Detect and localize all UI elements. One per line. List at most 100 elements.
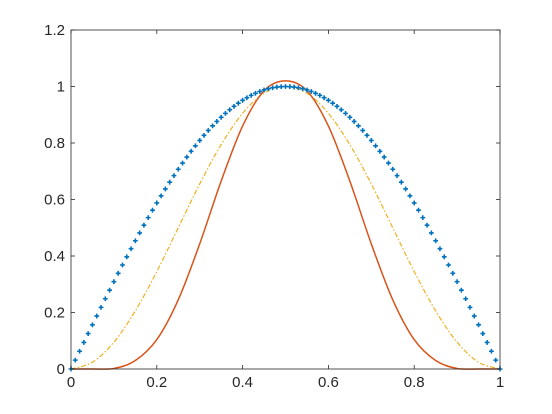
data-point <box>420 215 426 221</box>
data-point <box>244 95 250 101</box>
data-point <box>321 95 327 101</box>
data-point <box>205 128 211 133</box>
data-point <box>154 200 160 206</box>
data-point <box>107 287 113 293</box>
x-tick-label: 0 <box>67 374 75 391</box>
data-point <box>287 84 293 90</box>
data-point <box>162 186 168 192</box>
data-point <box>171 173 177 179</box>
data-point <box>231 103 237 109</box>
series-markers <box>68 84 503 372</box>
data-point <box>338 107 344 113</box>
data-point <box>471 313 477 319</box>
data-point <box>102 296 108 302</box>
y-tick-label: 0.6 <box>44 192 65 209</box>
x-tick-label: 0.2 <box>146 374 167 391</box>
x-tick-label: 0.6 <box>318 374 339 391</box>
data-point <box>90 322 95 328</box>
data-point <box>330 100 336 106</box>
data-point <box>381 154 387 160</box>
data-point <box>416 207 421 213</box>
axes-layer <box>70 29 501 370</box>
data-point <box>141 222 147 228</box>
data-point <box>175 166 181 172</box>
data-point <box>214 119 220 124</box>
x-tick-label: 0.4 <box>232 374 253 391</box>
data-point <box>94 313 100 319</box>
data-point <box>313 90 318 96</box>
data-point <box>476 322 481 328</box>
y-tick-label: 1 <box>57 79 65 96</box>
data-point <box>356 123 361 129</box>
data-point <box>467 304 473 310</box>
data-point <box>235 100 241 106</box>
data-point <box>437 246 443 252</box>
y-tick-label: 0.4 <box>44 248 65 265</box>
data-point <box>403 186 409 192</box>
data-point <box>274 84 280 90</box>
data-point <box>454 279 460 285</box>
data-point <box>386 160 391 166</box>
tick-labels: 0 0.2 0.4 0.6 0.8 1 0 0.2 0.4 0.6 0.8 1 1.2 <box>44 22 504 391</box>
data-point <box>446 262 451 268</box>
data-point <box>411 200 417 206</box>
data-point <box>458 287 464 293</box>
data-point <box>188 148 194 154</box>
y-tick-label: 0.8 <box>44 135 65 152</box>
data-point <box>351 119 357 124</box>
data-point <box>193 143 198 149</box>
series-line-solid <box>70 80 501 370</box>
data-point <box>265 86 271 92</box>
data-point <box>493 357 499 363</box>
data-point <box>463 296 469 302</box>
data-point <box>300 86 306 92</box>
data-point <box>424 222 430 228</box>
data-point <box>326 97 331 103</box>
y-tick-label: 1.2 <box>44 22 65 39</box>
data-point <box>270 85 276 91</box>
data-point <box>308 89 314 94</box>
data-point <box>72 357 78 363</box>
data-point <box>137 230 143 236</box>
data-point <box>257 89 263 94</box>
data-point <box>347 114 353 120</box>
data-point <box>248 92 254 98</box>
data-point <box>441 254 447 260</box>
data-point <box>180 160 185 166</box>
data-point <box>368 138 374 143</box>
data-point <box>115 270 121 276</box>
y-tick-label: 0.2 <box>44 305 65 322</box>
x-tick-label: 0.8 <box>404 374 425 391</box>
data-point <box>480 331 486 336</box>
data-point <box>150 207 155 213</box>
data-point <box>283 84 288 89</box>
data-point <box>317 92 323 98</box>
data-point <box>167 179 173 185</box>
data-point <box>360 128 366 133</box>
series-line-dashdot <box>70 85 501 370</box>
data-point <box>128 246 134 252</box>
data-point <box>304 87 310 93</box>
data-point <box>158 193 164 199</box>
data-point <box>77 348 82 354</box>
data-point <box>223 110 228 116</box>
data-point <box>145 215 151 221</box>
data-point <box>428 230 434 236</box>
data-point <box>132 238 138 244</box>
data-point <box>390 166 396 172</box>
data-point <box>85 331 91 336</box>
data-point <box>484 340 490 345</box>
data-point <box>278 84 284 90</box>
series-layer <box>68 80 503 372</box>
data-point <box>120 262 125 268</box>
data-point <box>373 143 378 149</box>
data-point <box>201 132 207 138</box>
data-point <box>398 179 404 185</box>
data-point <box>184 154 190 160</box>
data-point <box>394 173 400 179</box>
data-point <box>98 304 104 310</box>
data-point <box>295 85 301 91</box>
data-point <box>210 123 215 129</box>
data-point <box>407 193 413 199</box>
